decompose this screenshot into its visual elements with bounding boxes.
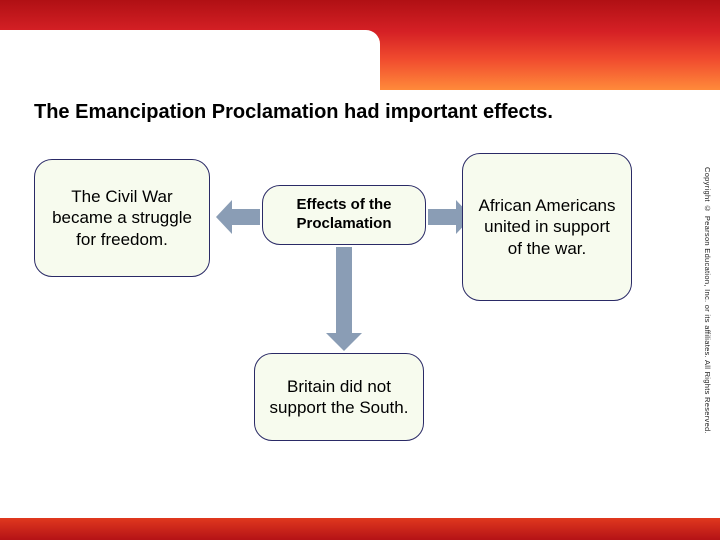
slide-title: The Emancipation Proclamation had import… [34, 100, 594, 125]
copyright-text: Copyright © Pearson Education, Inc. or i… [698, 95, 712, 505]
effect-box-bottom: Britain did not support the South. [254, 353, 424, 441]
arrow-down [324, 247, 364, 351]
effect-left-label: The Civil War became a struggle for free… [47, 186, 197, 250]
effect-bottom-label: Britain did not support the South. [267, 376, 411, 419]
effect-box-right: African Americans united in support of t… [462, 153, 632, 301]
center-box: Effects of the Proclamation [262, 185, 426, 245]
arrow-left [216, 200, 260, 234]
effect-box-left: The Civil War became a struggle for free… [34, 159, 210, 277]
footer-band [0, 518, 720, 540]
slide-content: The Emancipation Proclamation had import… [34, 100, 680, 510]
effects-diagram: The Civil War became a struggle for free… [34, 153, 680, 473]
center-label: Effects of the Proclamation [275, 196, 413, 234]
header-cutout [0, 30, 380, 90]
effect-right-label: African Americans united in support of t… [475, 195, 619, 259]
